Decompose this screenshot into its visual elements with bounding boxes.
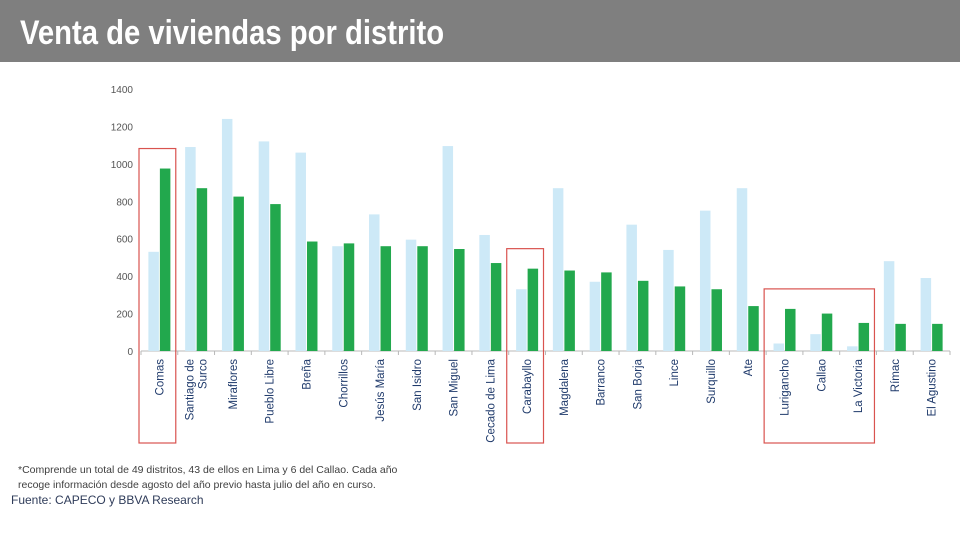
bar-series-1 [369, 214, 380, 351]
y-tick-label: 800 [116, 197, 133, 208]
x-tick-label: San Miguel [449, 359, 461, 417]
x-tick-label: Comas [154, 359, 166, 396]
bar-series-1 [552, 188, 564, 351]
bar-series-1 [148, 251, 159, 351]
bar-series-1 [589, 281, 601, 351]
y-tick-label: 1200 [111, 122, 134, 133]
bar-series-1 [442, 146, 454, 351]
x-tick-label: San Isidro [412, 359, 424, 411]
x-tick-label: El Agustino [927, 359, 939, 417]
x-tick-label: Callao [816, 359, 828, 392]
x-tick-label: Pueblo Libre [265, 359, 277, 424]
x-tick-label: Breña [301, 358, 313, 389]
bar-series-1 [847, 346, 858, 351]
y-tick-label: 600 [116, 235, 133, 246]
bar-series-2 [454, 249, 465, 351]
x-tick-label: San Borja [632, 358, 644, 409]
bar-series-2 [306, 241, 318, 351]
x-tick-label: La Victoria [853, 358, 865, 413]
bar-series-1 [221, 118, 233, 351]
page-title: Venta de viviendas por distrito [20, 14, 445, 52]
bar-series-1 [883, 261, 895, 351]
x-tick-label: Magdalena [559, 358, 571, 416]
x-tick-label: Ate [743, 359, 755, 376]
bar-series-2 [527, 268, 539, 351]
bar-series-1 [773, 343, 785, 351]
bar-series-1 [295, 152, 306, 351]
x-tick-label: Carabayllo [522, 359, 534, 414]
x-tick-label: Jesús María [375, 358, 387, 421]
x-tick-label: Rímac [890, 359, 902, 392]
bar-series-2 [932, 323, 943, 351]
bar-series-2 [711, 289, 722, 351]
bar-series-2 [233, 196, 244, 351]
bar-series-1 [479, 234, 490, 351]
bar-series-1 [626, 224, 637, 351]
bar-series-1 [810, 334, 821, 351]
x-tick-label: Surquillo [706, 359, 718, 404]
bar-series-2 [785, 308, 796, 351]
bar-series-1 [332, 246, 343, 351]
x-tick-label: Santiago de [185, 359, 197, 420]
y-tick-label: 0 [127, 347, 133, 358]
bar-series-2 [564, 270, 575, 351]
bar-series-1 [258, 141, 270, 351]
bar-series-2 [674, 286, 686, 351]
bar-series-1 [185, 147, 196, 351]
bar-series-1 [405, 239, 417, 351]
x-tick-label: Cecado de Lima [485, 358, 497, 442]
bar-chart: 0 200 400 600 800 1000 1200 1400 Comas Santiago d… [111, 85, 951, 444]
bar-series-1 [699, 210, 711, 351]
bar-series-1 [516, 289, 527, 351]
title-bar: Venta de viviendas por distrito [0, 0, 960, 62]
x-tick-label: Lince [669, 359, 681, 387]
bar-series-2 [270, 204, 281, 351]
y-tick-label: 200 [116, 310, 133, 321]
highlight-box [506, 248, 545, 444]
bar-series-2 [417, 246, 428, 351]
bar-series-2 [637, 280, 649, 351]
bar-series-2 [196, 188, 208, 351]
x-tick-label: Barranco [596, 359, 608, 406]
footnote-line-2: recoge información desde agosto del año … [18, 479, 376, 491]
bar-series-2 [380, 246, 392, 351]
bar-series-1 [736, 188, 748, 351]
x-tick-label: Miraflores [228, 359, 240, 410]
bar-series-2 [490, 263, 502, 351]
x-tick-label: Lurigancho [780, 359, 792, 416]
bar-series-1 [663, 249, 674, 351]
highlight-box [138, 147, 177, 444]
x-tick-label: Surco [198, 359, 210, 389]
x-tick-label: Chorrillos [338, 359, 350, 408]
bar-series-2 [601, 272, 612, 351]
bar-series-2 [858, 322, 870, 351]
bar-series-2 [343, 243, 355, 351]
bar-series-2 [159, 168, 171, 351]
highlight-box [763, 288, 876, 444]
y-tick-label: 1000 [111, 160, 134, 171]
bar-series-2 [895, 323, 906, 351]
y-tick-label: 1400 [111, 85, 134, 96]
bar-series-1 [920, 278, 932, 351]
bar-series-2 [821, 313, 833, 351]
bar-series-2 [748, 306, 759, 351]
source-note: Fuente: CAPECO y BBVA Research [11, 493, 204, 507]
footnote-line-1: *Comprende un total de 49 distritos, 43 … [18, 464, 398, 476]
y-tick-label: 400 [116, 272, 133, 283]
